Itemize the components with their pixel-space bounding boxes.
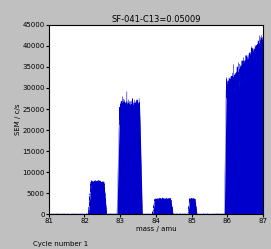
Text: Cycle number 1: Cycle number 1: [33, 241, 88, 247]
X-axis label: mass / amu: mass / amu: [136, 226, 176, 232]
Y-axis label: SEM / c/s: SEM / c/s: [15, 104, 21, 135]
Title: SF-041-C13=0.05009: SF-041-C13=0.05009: [111, 15, 201, 24]
